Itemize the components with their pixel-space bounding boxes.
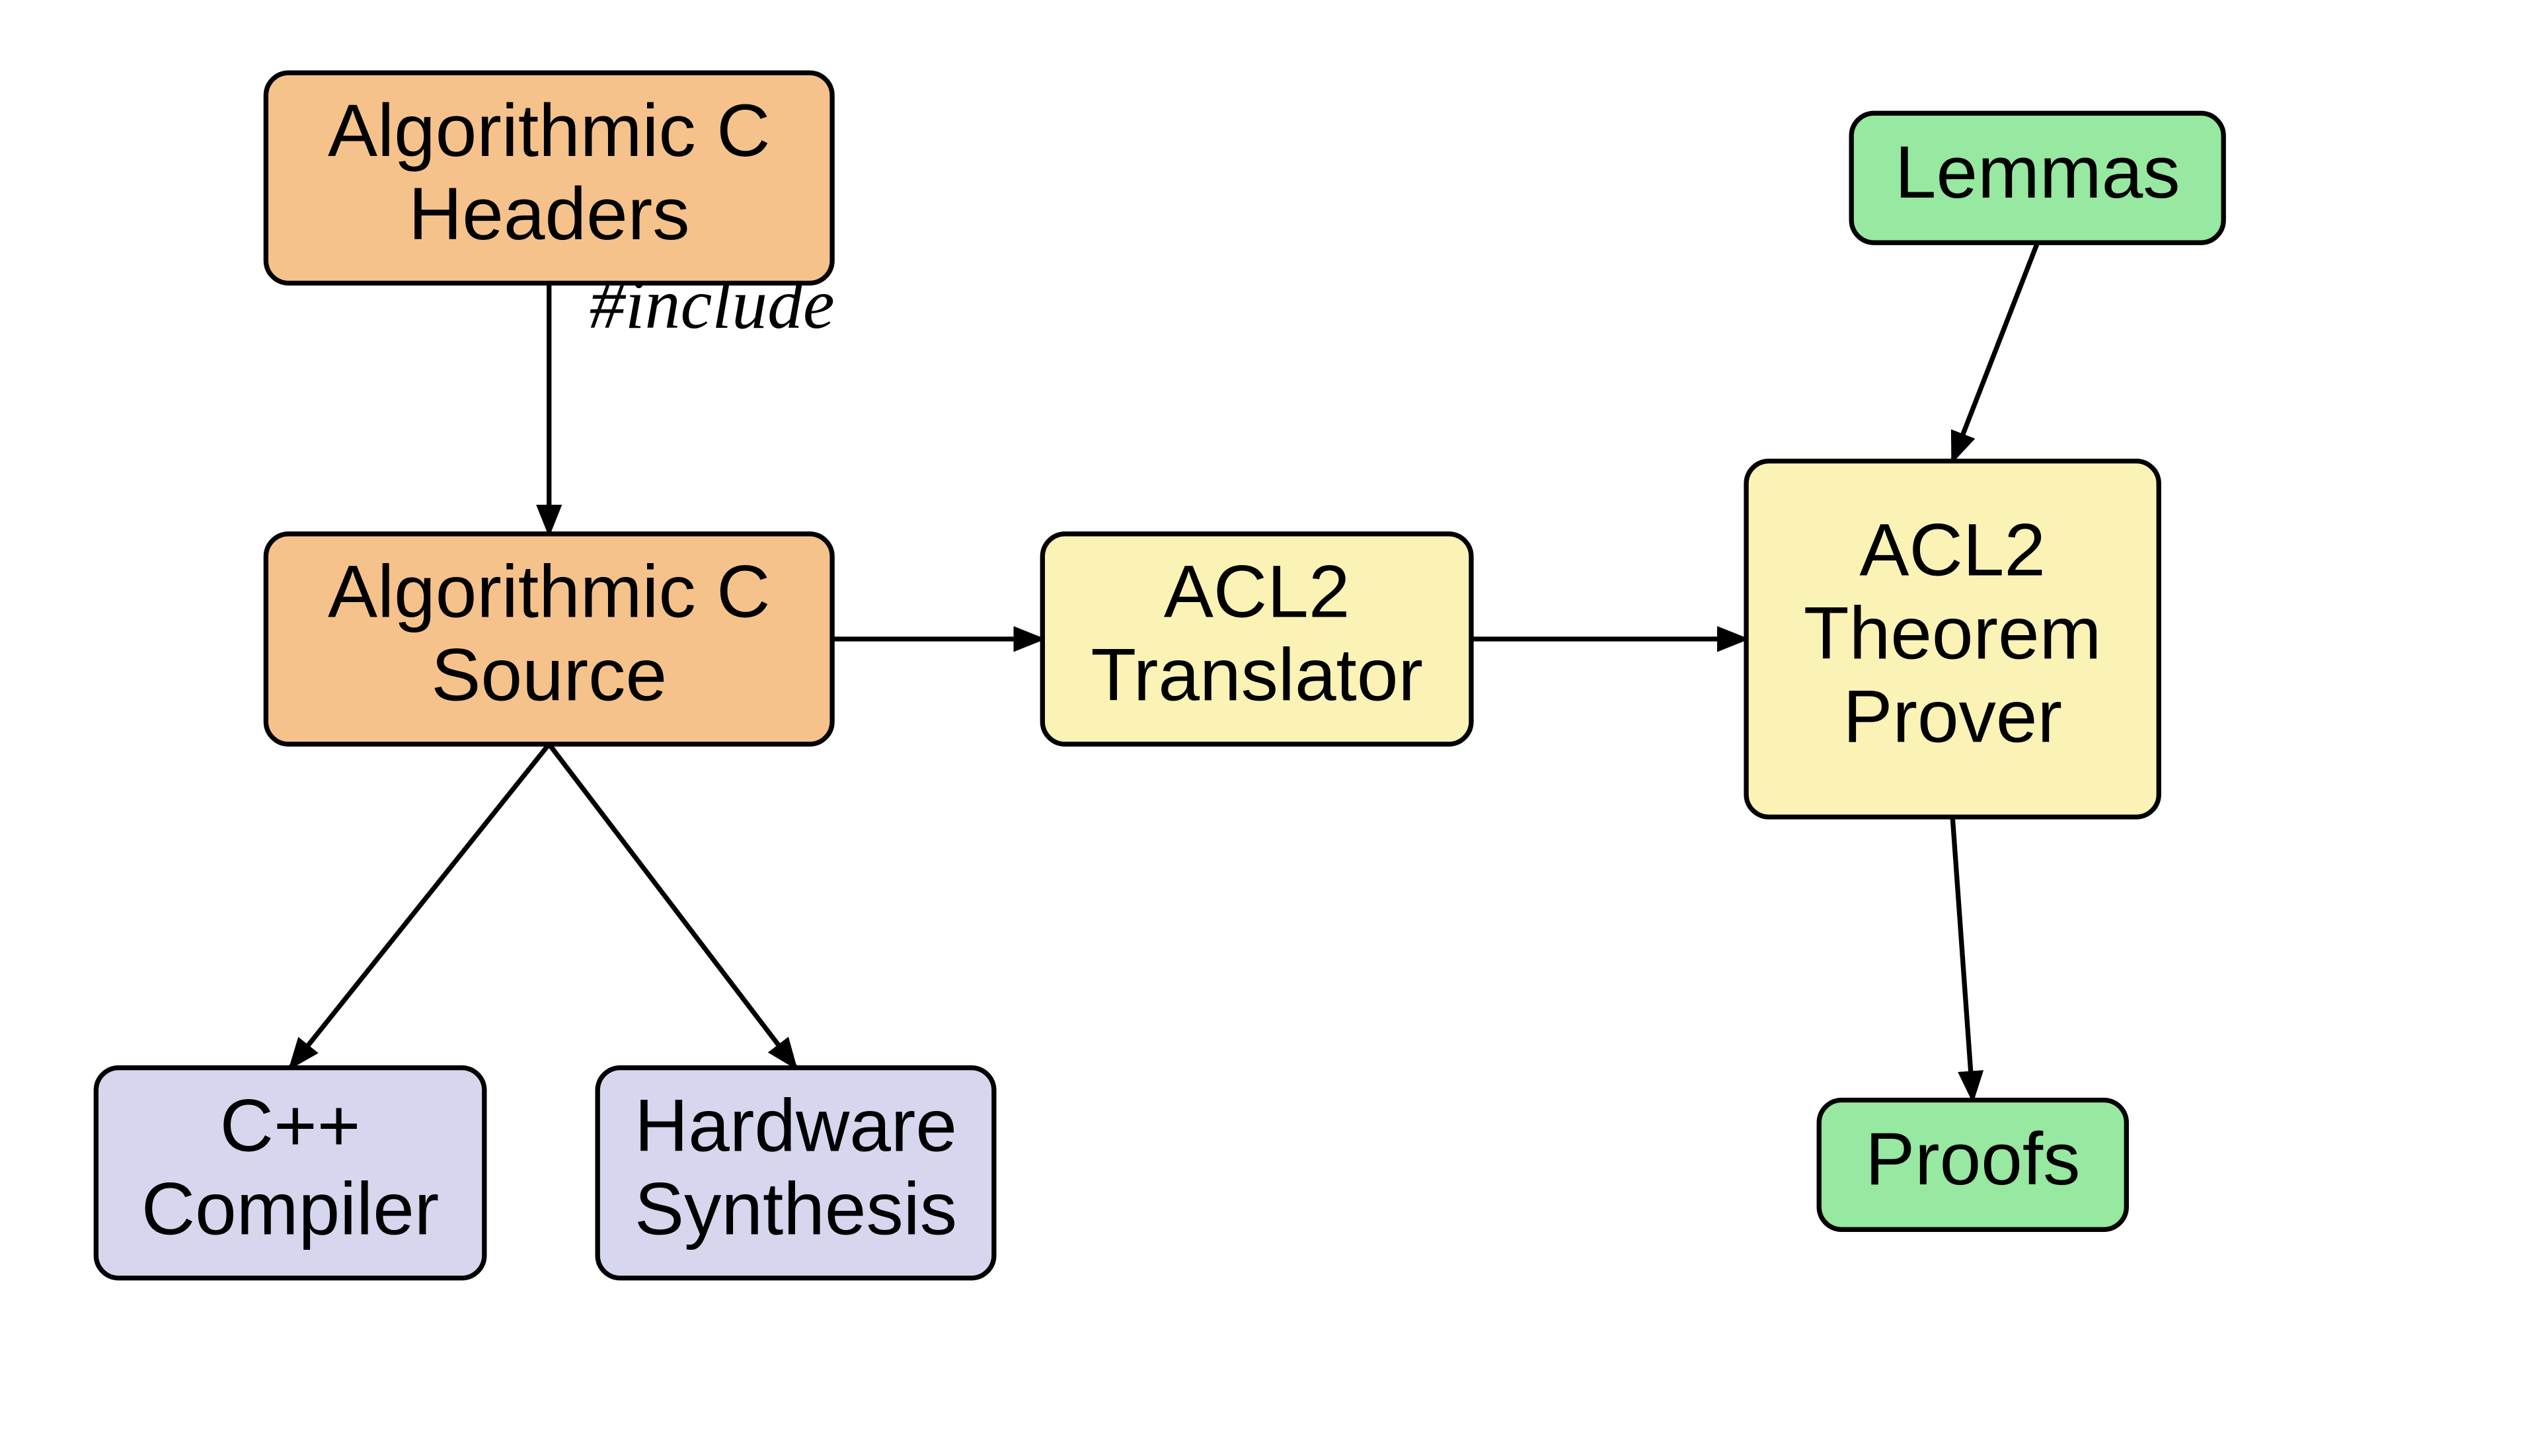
node-label-source-line-0: Algorithmic C xyxy=(328,550,770,633)
node-label-lemmas-line-0: Lemmas xyxy=(1895,130,2180,213)
node-compiler: C++Compiler xyxy=(96,1068,484,1278)
node-label-prover-line-2: Prover xyxy=(1843,675,2062,758)
node-label-headers-line-1: Headers xyxy=(408,172,690,255)
edge-source-to-synth xyxy=(549,744,796,1068)
node-label-translator-line-0: ACL2 xyxy=(1164,550,1350,633)
node-label-synth-line-0: Hardware xyxy=(634,1083,957,1167)
node-label-compiler-line-0: C++ xyxy=(220,1083,361,1167)
node-prover: ACL2TheoremProver xyxy=(1746,461,2159,818)
node-translator: ACL2Translator xyxy=(1042,534,1471,744)
edge-source-to-compiler xyxy=(290,744,549,1068)
node-label-synth-line-1: Synthesis xyxy=(634,1167,957,1250)
node-source: Algorithmic CSource xyxy=(266,534,832,744)
nodes-layer: Algorithmic CHeadersAlgorithmic CSourceC… xyxy=(96,73,2223,1278)
node-lemmas: Lemmas xyxy=(1851,113,2223,243)
node-label-source-line-1: Source xyxy=(431,633,667,716)
node-label-headers-line-0: Algorithmic C xyxy=(328,89,770,172)
node-proofs: Proofs xyxy=(1819,1100,2126,1229)
node-label-translator-line-1: Translator xyxy=(1091,633,1423,716)
flowchart-canvas: #include Algorithmic CHeadersAlgorithmic… xyxy=(0,0,2538,1456)
edge-lemmas-to-prover xyxy=(1952,243,2038,461)
node-synth: HardwareSynthesis xyxy=(597,1068,994,1278)
node-label-proofs-line-0: Proofs xyxy=(1865,1117,2080,1200)
node-headers: Algorithmic CHeaders xyxy=(266,73,832,283)
edge-prover-to-proofs xyxy=(1952,817,1973,1100)
node-label-compiler-line-1: Compiler xyxy=(141,1167,439,1250)
node-label-prover-line-0: ACL2 xyxy=(1859,508,2046,591)
node-label-prover-line-1: Theorem xyxy=(1804,592,2101,675)
